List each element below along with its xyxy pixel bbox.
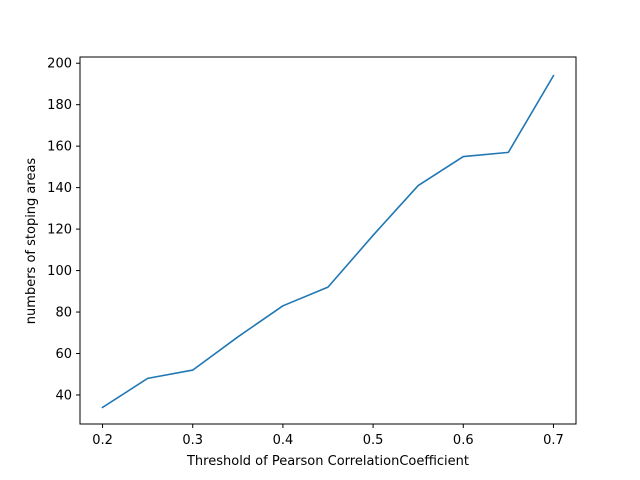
y-tick-label: 100 <box>47 264 72 279</box>
x-tick-label: 0.5 <box>363 433 384 448</box>
y-tick-label: 80 <box>55 306 72 321</box>
y-tick-label: 160 <box>47 140 72 155</box>
y-tick-label: 200 <box>47 57 72 72</box>
x-axis-label: Threshold of Pearson CorrelationCoeffici… <box>186 454 469 469</box>
x-tick-label: 0.2 <box>92 433 113 448</box>
y-tick-label: 40 <box>55 388 72 403</box>
x-tick-label: 0.7 <box>543 433 564 448</box>
y-tick-label: 120 <box>47 223 72 238</box>
axes-frame <box>79 56 577 425</box>
y-tick-label: 60 <box>55 347 72 362</box>
y-tick-label: 180 <box>47 98 72 113</box>
x-tick-label: 0.3 <box>182 433 203 448</box>
series-line <box>101 74 555 409</box>
y-axis-label: numbers of stoping areas <box>24 158 39 325</box>
x-tick-label: 0.4 <box>273 433 294 448</box>
plot-area: 0.2 0.3 0.4 0.5 0.6 0.7 40 60 80 100 120 140 160 180 2… <box>47 56 577 448</box>
y-tick-label: 140 <box>47 181 72 196</box>
x-tick-label: 0.6 <box>453 433 474 448</box>
